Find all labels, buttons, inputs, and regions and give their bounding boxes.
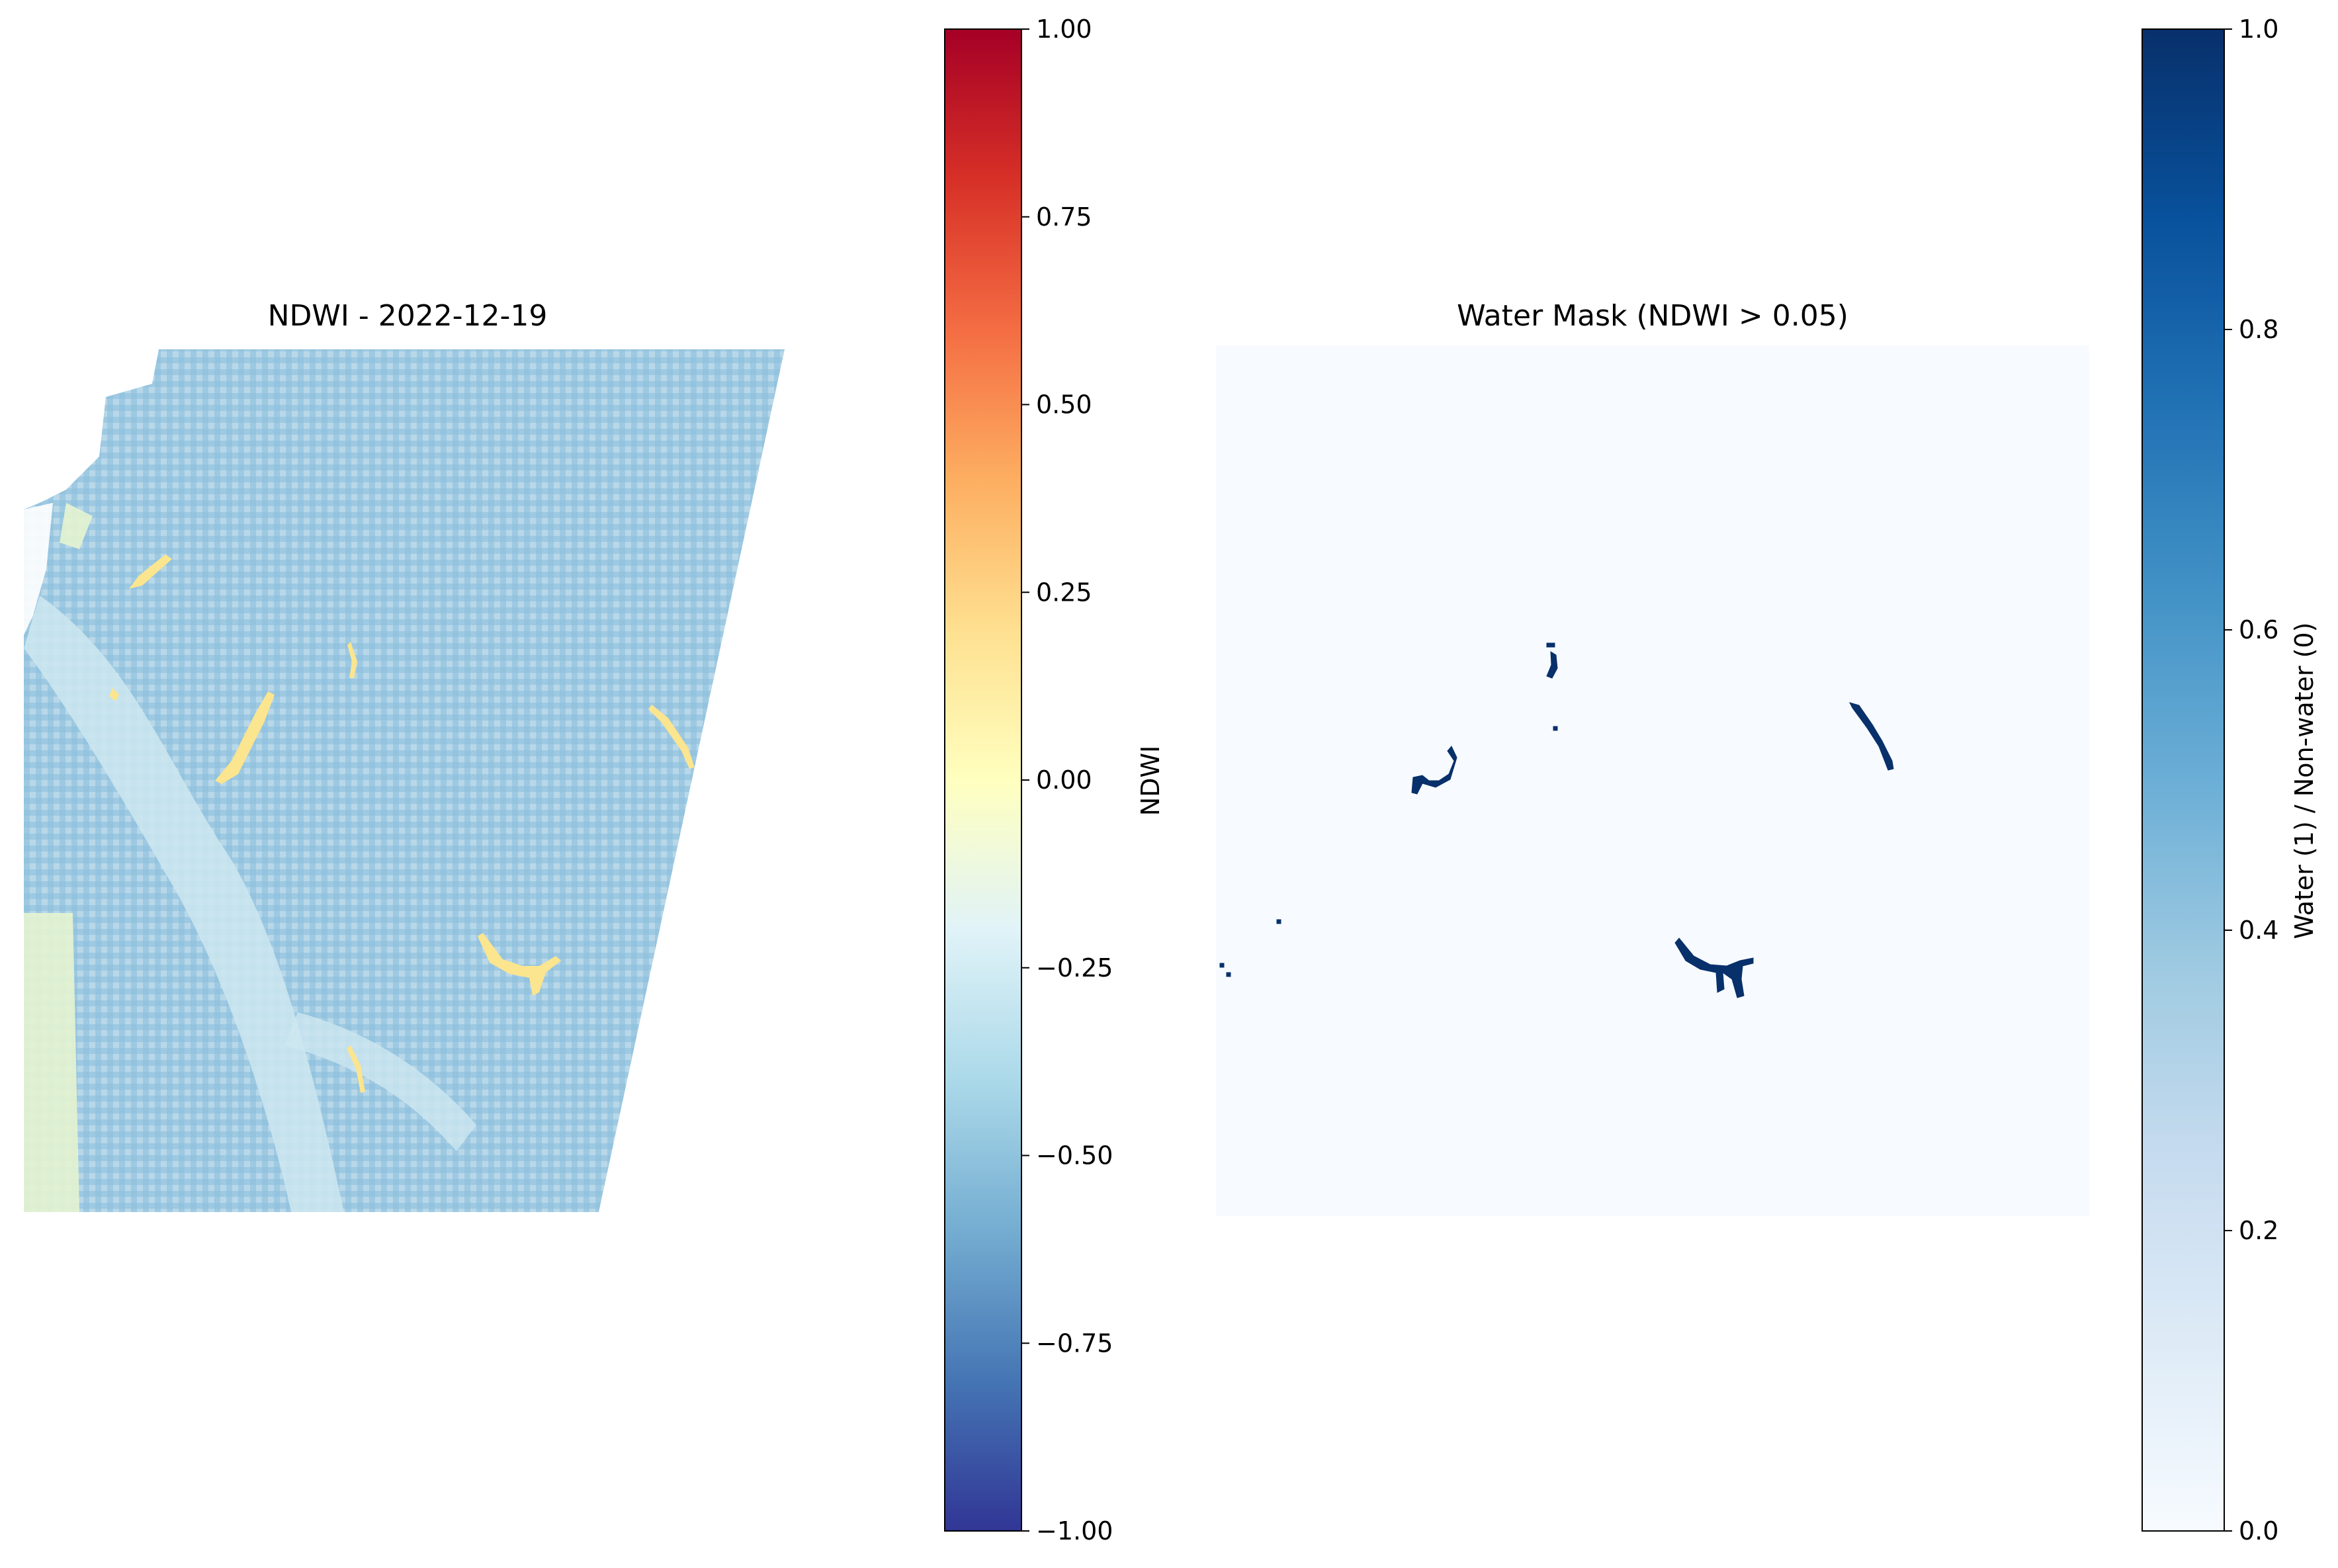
ndwi-bright-band-2 bbox=[284, 1012, 476, 1151]
ndwi-colorbar-tick-label: −1.00 bbox=[1036, 1516, 1113, 1546]
ndwi-water-river-1 bbox=[648, 705, 695, 769]
ndwi-colorbar-tick-label: 0.25 bbox=[1036, 578, 1092, 607]
ndwi-colorbar-label: NDWI bbox=[1136, 746, 1165, 816]
ndwi-left-strip bbox=[24, 913, 79, 1212]
water-mask-feature-3 bbox=[1411, 746, 1457, 795]
water-mask-feature-5 bbox=[1674, 937, 1754, 998]
ndwi-colorbar: −1.00 −0.75 −0.50 −0.25 0.00 0.25 0.50 0.75 1.00… bbox=[944, 15, 1165, 1546]
water-mask-colorbar-ticks: 0.0 0.2 0.4 0.6 0.8 1.0 bbox=[2224, 15, 2278, 1546]
ndwi-water-lake-2 bbox=[129, 554, 172, 589]
ndwi-nodata-patch bbox=[24, 349, 159, 509]
water-mask-background bbox=[1216, 345, 2089, 1216]
ndwi-colorbar-tick-label: −0.75 bbox=[1036, 1328, 1113, 1358]
water-mask-colorbar-tick-label: 0.4 bbox=[2239, 916, 2278, 945]
water-mask-feature-2 bbox=[1553, 726, 1558, 731]
ndwi-water-stream-2 bbox=[347, 1045, 365, 1093]
water-mask-feature-6 bbox=[1276, 919, 1281, 924]
ndwi-colorbar-tick-label: 1.00 bbox=[1036, 15, 1092, 44]
ndwi-colorbar-gradient bbox=[944, 28, 1022, 1532]
water-mask-title: Water Mask (NDWI > 0.05) bbox=[1457, 299, 1848, 333]
ndwi-bright-band bbox=[24, 595, 344, 1212]
ndwi-water-pond bbox=[109, 688, 119, 701]
ndwi-nodata-patch-2 bbox=[24, 503, 53, 635]
ndwi-colorbar-tick-label: −0.25 bbox=[1036, 953, 1113, 982]
water-mask-colorbar-tick-label: 0.6 bbox=[2239, 615, 2278, 644]
water-mask-colorbar-tick-label: 0.8 bbox=[2239, 315, 2278, 344]
ndwi-map-title: NDWI - 2022-12-19 bbox=[267, 299, 548, 333]
water-mask-colorbar-label: Water (1) / Non-water (0) bbox=[2290, 623, 2319, 939]
water-mask-feature-1 bbox=[1546, 642, 1558, 679]
ndwi-light-patch bbox=[60, 503, 93, 549]
water-mask-colorbar-tick-label: 1.0 bbox=[2239, 15, 2278, 44]
water-mask-colorbar: 0.0 0.2 0.4 0.6 0.8 1.0 Water (1) / Non-water… bbox=[2142, 15, 2319, 1546]
ndwi-map bbox=[24, 349, 785, 1212]
ndwi-colorbar-tick-label: −0.50 bbox=[1036, 1141, 1113, 1170]
water-mask-map bbox=[1216, 345, 2089, 1216]
ndwi-water-river-2 bbox=[478, 933, 561, 996]
ndwi-colorbar-ticks: −1.00 −0.75 −0.50 −0.25 0.00 0.25 0.50 0.75 1.00 bbox=[1021, 15, 1113, 1546]
ndwi-colorbar-tick-label: 0.75 bbox=[1036, 202, 1092, 232]
water-mask-feature-7 bbox=[1219, 963, 1225, 968]
water-mask-feature-8 bbox=[1226, 972, 1231, 977]
water-mask-colorbar-tick-label: 0.0 bbox=[2239, 1516, 2278, 1546]
ndwi-colorbar-tick-label: 0.50 bbox=[1036, 390, 1092, 419]
ndwi-water-stream-1 bbox=[347, 642, 357, 678]
water-mask-colorbar-gradient bbox=[2142, 28, 2225, 1532]
water-mask-feature-4 bbox=[1849, 702, 1894, 771]
ndwi-water-lake-1 bbox=[215, 691, 275, 784]
water-mask-colorbar-tick-label: 0.2 bbox=[2239, 1216, 2278, 1245]
ndwi-colorbar-tick-label: 0.00 bbox=[1036, 765, 1092, 795]
